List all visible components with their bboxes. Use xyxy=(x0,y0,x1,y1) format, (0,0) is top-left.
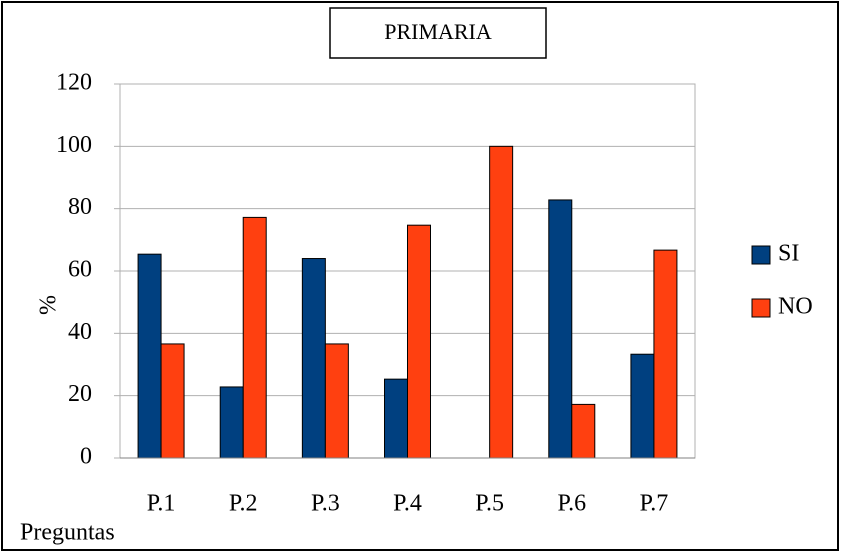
bar xyxy=(160,343,185,459)
x-tick-label: P.1 xyxy=(147,491,176,517)
y-tick-label: 40 xyxy=(68,319,92,345)
y-tick-label: 60 xyxy=(68,257,92,283)
bar xyxy=(301,258,326,459)
x-tick-label: P.7 xyxy=(640,491,669,517)
y-tick-label: 20 xyxy=(68,381,92,407)
bar xyxy=(242,216,267,459)
bar xyxy=(137,253,162,459)
bar xyxy=(489,145,514,459)
legend-label: NO xyxy=(778,294,813,320)
bar xyxy=(653,249,678,459)
legend-swatch xyxy=(751,298,771,318)
x-tick-label: P.6 xyxy=(557,491,586,517)
title-box xyxy=(329,7,547,59)
y-tick-label: 80 xyxy=(68,194,92,220)
bar xyxy=(548,199,573,459)
y-axis-label: % xyxy=(36,295,62,315)
x-tick-label: P.5 xyxy=(475,491,504,517)
bar xyxy=(407,224,431,459)
x-axis-label: Preguntas xyxy=(20,520,115,546)
bar xyxy=(571,403,596,459)
bar xyxy=(219,386,244,459)
y-tick-label: 0 xyxy=(80,444,92,470)
bar xyxy=(384,378,408,459)
x-tick-label: P.3 xyxy=(311,491,340,517)
chart-title: PRIMARIA xyxy=(384,19,492,44)
bar xyxy=(324,343,349,459)
x-tick-label: P.2 xyxy=(229,491,258,517)
bar xyxy=(630,353,655,459)
y-tick-label: 120 xyxy=(56,70,92,96)
y-tick-label: 100 xyxy=(56,132,92,158)
legend-label: SI xyxy=(778,241,799,267)
x-tick-label: P.4 xyxy=(393,491,422,517)
legend-swatch xyxy=(751,245,771,265)
